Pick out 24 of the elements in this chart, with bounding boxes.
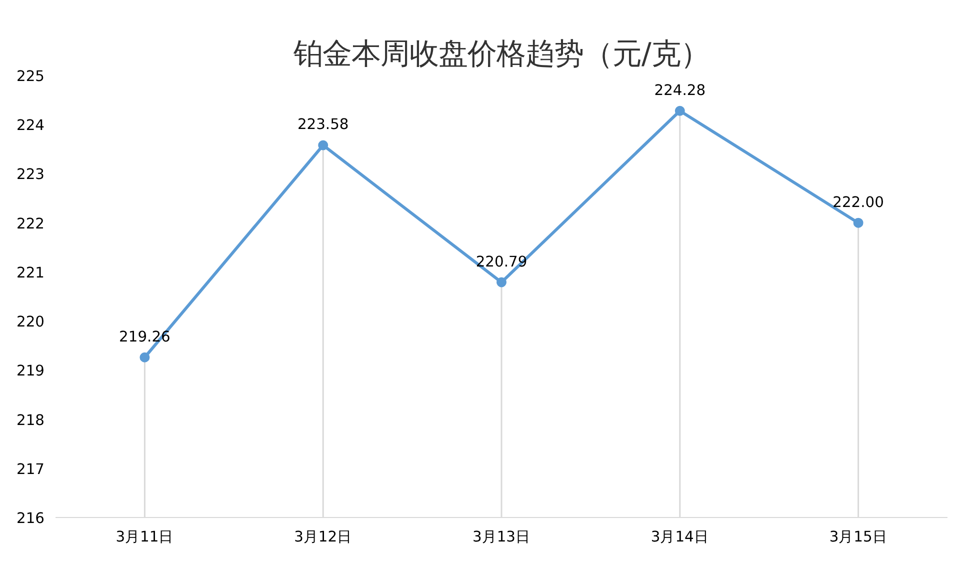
text: 223.58 bbox=[297, 116, 349, 134]
y-tick-label: 217 bbox=[16, 460, 45, 478]
point bbox=[853, 218, 864, 228]
y-tick-label: 219 bbox=[16, 362, 45, 380]
text: 224.28 bbox=[654, 82, 706, 99]
point bbox=[318, 140, 328, 150]
point bbox=[674, 106, 685, 116]
point bbox=[140, 352, 150, 362]
y-tick-label: 222 bbox=[16, 215, 45, 232]
y-tick-label: 218 bbox=[16, 412, 45, 429]
y-tick-label: 221 bbox=[16, 264, 45, 282]
chart-title: 铂金本周收盘价格趋势（元/克） bbox=[292, 36, 710, 70]
y-tick-label: 216 bbox=[16, 510, 45, 527]
x-tick-label: 3月12日 bbox=[294, 528, 352, 546]
y-tick-label: 220 bbox=[16, 314, 45, 331]
point bbox=[496, 277, 506, 288]
y-tick-label: 225 bbox=[16, 68, 45, 85]
x-tick-label: 3月15日 bbox=[829, 528, 888, 546]
x-tick-label: 3月11日 bbox=[116, 528, 174, 546]
y-tick-label: 223 bbox=[16, 166, 45, 184]
x-tick-label: 3月14日 bbox=[650, 528, 709, 546]
y-tick-label: 224 bbox=[16, 117, 45, 134]
x-tick-label: 3月13日 bbox=[472, 528, 530, 546]
text: 222.00 bbox=[832, 194, 884, 211]
